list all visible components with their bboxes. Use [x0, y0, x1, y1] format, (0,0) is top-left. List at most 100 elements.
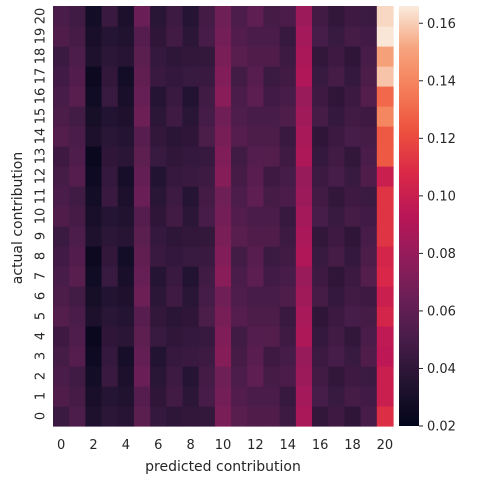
- heatmap-cell: [376, 106, 394, 127]
- heatmap-cell: [360, 266, 378, 287]
- y-tick-label: 6: [34, 292, 49, 300]
- heatmap-cell: [247, 246, 265, 267]
- heatmap-cell: [150, 386, 167, 407]
- heatmap-cell: [166, 286, 184, 307]
- heatmap-cell: [101, 6, 119, 27]
- heatmap-cell: [279, 326, 297, 347]
- heatmap-cell: [247, 206, 265, 227]
- heatmap-cell: [295, 6, 313, 27]
- heatmap-cell: [69, 126, 86, 147]
- heatmap-cell: [198, 286, 216, 307]
- heatmap-cell: [295, 386, 313, 407]
- heatmap-cell: [214, 66, 232, 87]
- heatmap-cell: [166, 46, 184, 67]
- heatmap-cell: [133, 86, 151, 107]
- heatmap-cell: [182, 166, 200, 187]
- heatmap-cell: [328, 306, 346, 327]
- x-tick-label: 4: [122, 438, 130, 453]
- heatmap-cell: [231, 66, 248, 87]
- heatmap-cell: [312, 46, 329, 67]
- heatmap-cell: [295, 26, 313, 47]
- heatmap-cell: [344, 346, 362, 367]
- heatmap-cell: [344, 126, 362, 147]
- heatmap-cell: [117, 6, 135, 27]
- heatmap-cell: [263, 146, 281, 167]
- heatmap-cell: [360, 246, 378, 267]
- heatmap-cell: [295, 46, 313, 67]
- heatmap-cell: [263, 66, 281, 87]
- heatmap-cell: [360, 186, 378, 207]
- heatmap-cell: [231, 26, 248, 47]
- heatmap-cell: [101, 106, 119, 127]
- heatmap-cell: [376, 366, 394, 387]
- heatmap-cell: [263, 306, 281, 327]
- heatmap-cell: [101, 26, 119, 47]
- heatmap-cell: [53, 86, 70, 107]
- heatmap-cell: [312, 406, 329, 427]
- heatmap-cell: [376, 246, 394, 267]
- heatmap-cell: [360, 406, 378, 427]
- heatmap-cell: [344, 206, 362, 227]
- heatmap-cell: [376, 66, 394, 87]
- heatmap-cell: [133, 166, 151, 187]
- heatmap-cell: [328, 106, 346, 127]
- heatmap-cell: [101, 406, 119, 427]
- heatmap-cell: [214, 106, 232, 127]
- y-tick-label: 5: [34, 312, 49, 320]
- heatmap-cell: [53, 366, 70, 387]
- heatmap-cell: [69, 226, 86, 247]
- heatmap-cell: [85, 326, 103, 347]
- y-tick-label: 17: [34, 68, 49, 85]
- heatmap-cell: [85, 386, 103, 407]
- heatmap-cell: [344, 406, 362, 427]
- heatmap-cell: [344, 386, 362, 407]
- heatmap-cell: [85, 306, 103, 327]
- heatmap-cell: [69, 386, 86, 407]
- heatmap-cell: [263, 406, 281, 427]
- heatmap-cell: [53, 386, 70, 407]
- heatmap-cell: [101, 226, 119, 247]
- heatmap-cell: [312, 106, 329, 127]
- heatmap-cell: [101, 126, 119, 147]
- heatmap-cell: [360, 346, 378, 367]
- heatmap-cell: [312, 266, 329, 287]
- heatmap-cell: [360, 86, 378, 107]
- heatmap-cell: [117, 306, 135, 327]
- heatmap-cell: [344, 86, 362, 107]
- heatmap-cell: [133, 246, 151, 267]
- heatmap-cell: [344, 326, 362, 347]
- heatmap-cell: [117, 246, 135, 267]
- y-tick-label: 15: [34, 108, 49, 125]
- heatmap-cell: [328, 346, 346, 367]
- heatmap-cell: [360, 386, 378, 407]
- heatmap-cell: [150, 6, 167, 27]
- heatmap-cell: [117, 186, 135, 207]
- heatmap-cell: [69, 246, 86, 267]
- heatmap-cell: [182, 206, 200, 227]
- heatmap-cell: [214, 46, 232, 67]
- heatmap-cell: [150, 146, 167, 167]
- heatmap-cell: [360, 6, 378, 27]
- y-tick-label: 11: [34, 188, 49, 205]
- heatmap-cell: [247, 226, 265, 247]
- heatmap-cell: [69, 146, 86, 167]
- heatmap-cell: [117, 386, 135, 407]
- heatmap-cell: [101, 266, 119, 287]
- heatmap-cell: [263, 86, 281, 107]
- y-tick-label: 16: [34, 88, 49, 105]
- heatmap-cell: [263, 6, 281, 27]
- heatmap-cell: [328, 206, 346, 227]
- heatmap-cell: [344, 66, 362, 87]
- heatmap-cell: [328, 246, 346, 267]
- heatmap-cell: [150, 106, 167, 127]
- heatmap-cell: [117, 286, 135, 307]
- heatmap-cell: [133, 186, 151, 207]
- heatmap-cell: [295, 126, 313, 147]
- heatmap-cell: [198, 166, 216, 187]
- heatmap-cell: [214, 406, 232, 427]
- heatmap-cell: [182, 386, 200, 407]
- heatmap-cell: [231, 86, 248, 107]
- heatmap-cell: [263, 266, 281, 287]
- heatmap-cell: [117, 86, 135, 107]
- heatmap-cell: [328, 366, 346, 387]
